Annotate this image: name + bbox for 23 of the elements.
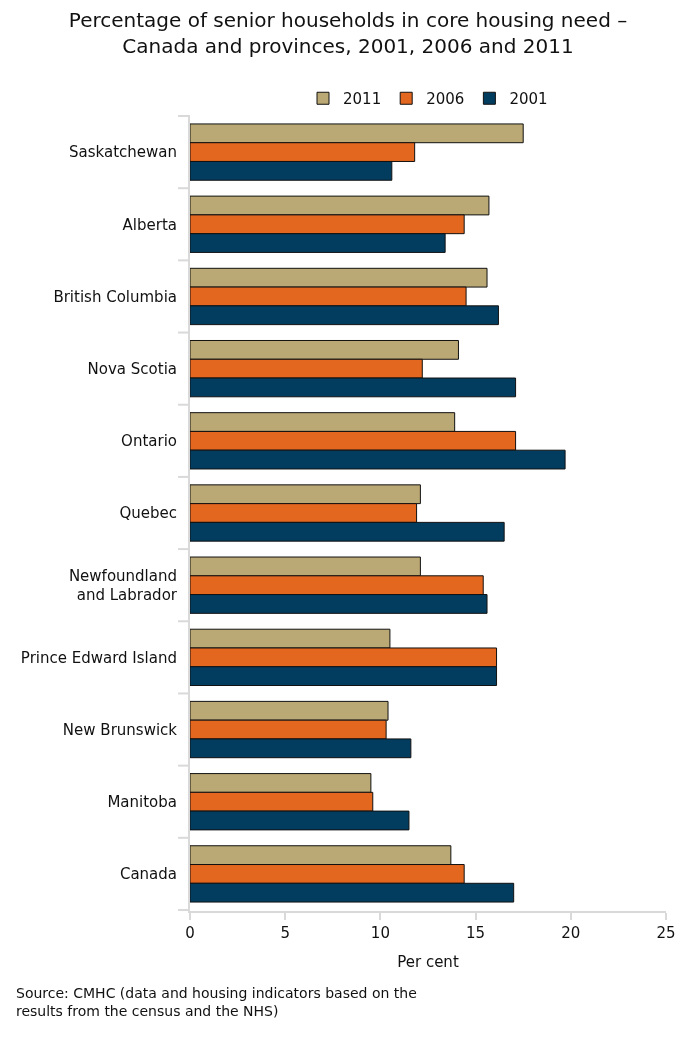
legend-label: 2001: [509, 90, 548, 109]
x-axis-title: Per cent: [397, 952, 459, 971]
y-tick-label: Quebec: [119, 504, 177, 523]
y-tick-label: British Columbia: [53, 287, 177, 306]
y-tick-label: Ontario: [121, 432, 177, 451]
legend-label: 2006: [426, 90, 465, 109]
y-tick-label: Saskatchewan: [69, 143, 177, 162]
y-tick-label: Nova Scotia: [87, 359, 177, 378]
x-tick-label: 25: [656, 924, 676, 942]
chart-title: Percentage of senior households in core housing need – Canada and provinces, 2001, 2006 and 2011: [68, 7, 628, 58]
x-tick-label: 10: [370, 924, 390, 942]
x-tick-label: 5: [280, 924, 290, 942]
y-tick-label: Newfoundland and Labrador: [68, 566, 178, 605]
x-tick-label: 15: [466, 924, 486, 942]
y-tick-label: Canada: [119, 865, 177, 884]
y-tick-label: Prince Edward Island: [20, 648, 177, 667]
source-note: Source: CMHC (data and housing indicators based on the results from the census and the NHS): [16, 985, 417, 1020]
x-tick-label: 20: [561, 924, 581, 942]
y-tick-label: Alberta: [122, 215, 177, 234]
y-tick-label: Manitoba: [107, 792, 177, 811]
x-tick-label: 0: [185, 924, 195, 942]
legend-label: 2011: [343, 90, 382, 109]
y-tick-label: New Brunswick: [62, 720, 178, 739]
